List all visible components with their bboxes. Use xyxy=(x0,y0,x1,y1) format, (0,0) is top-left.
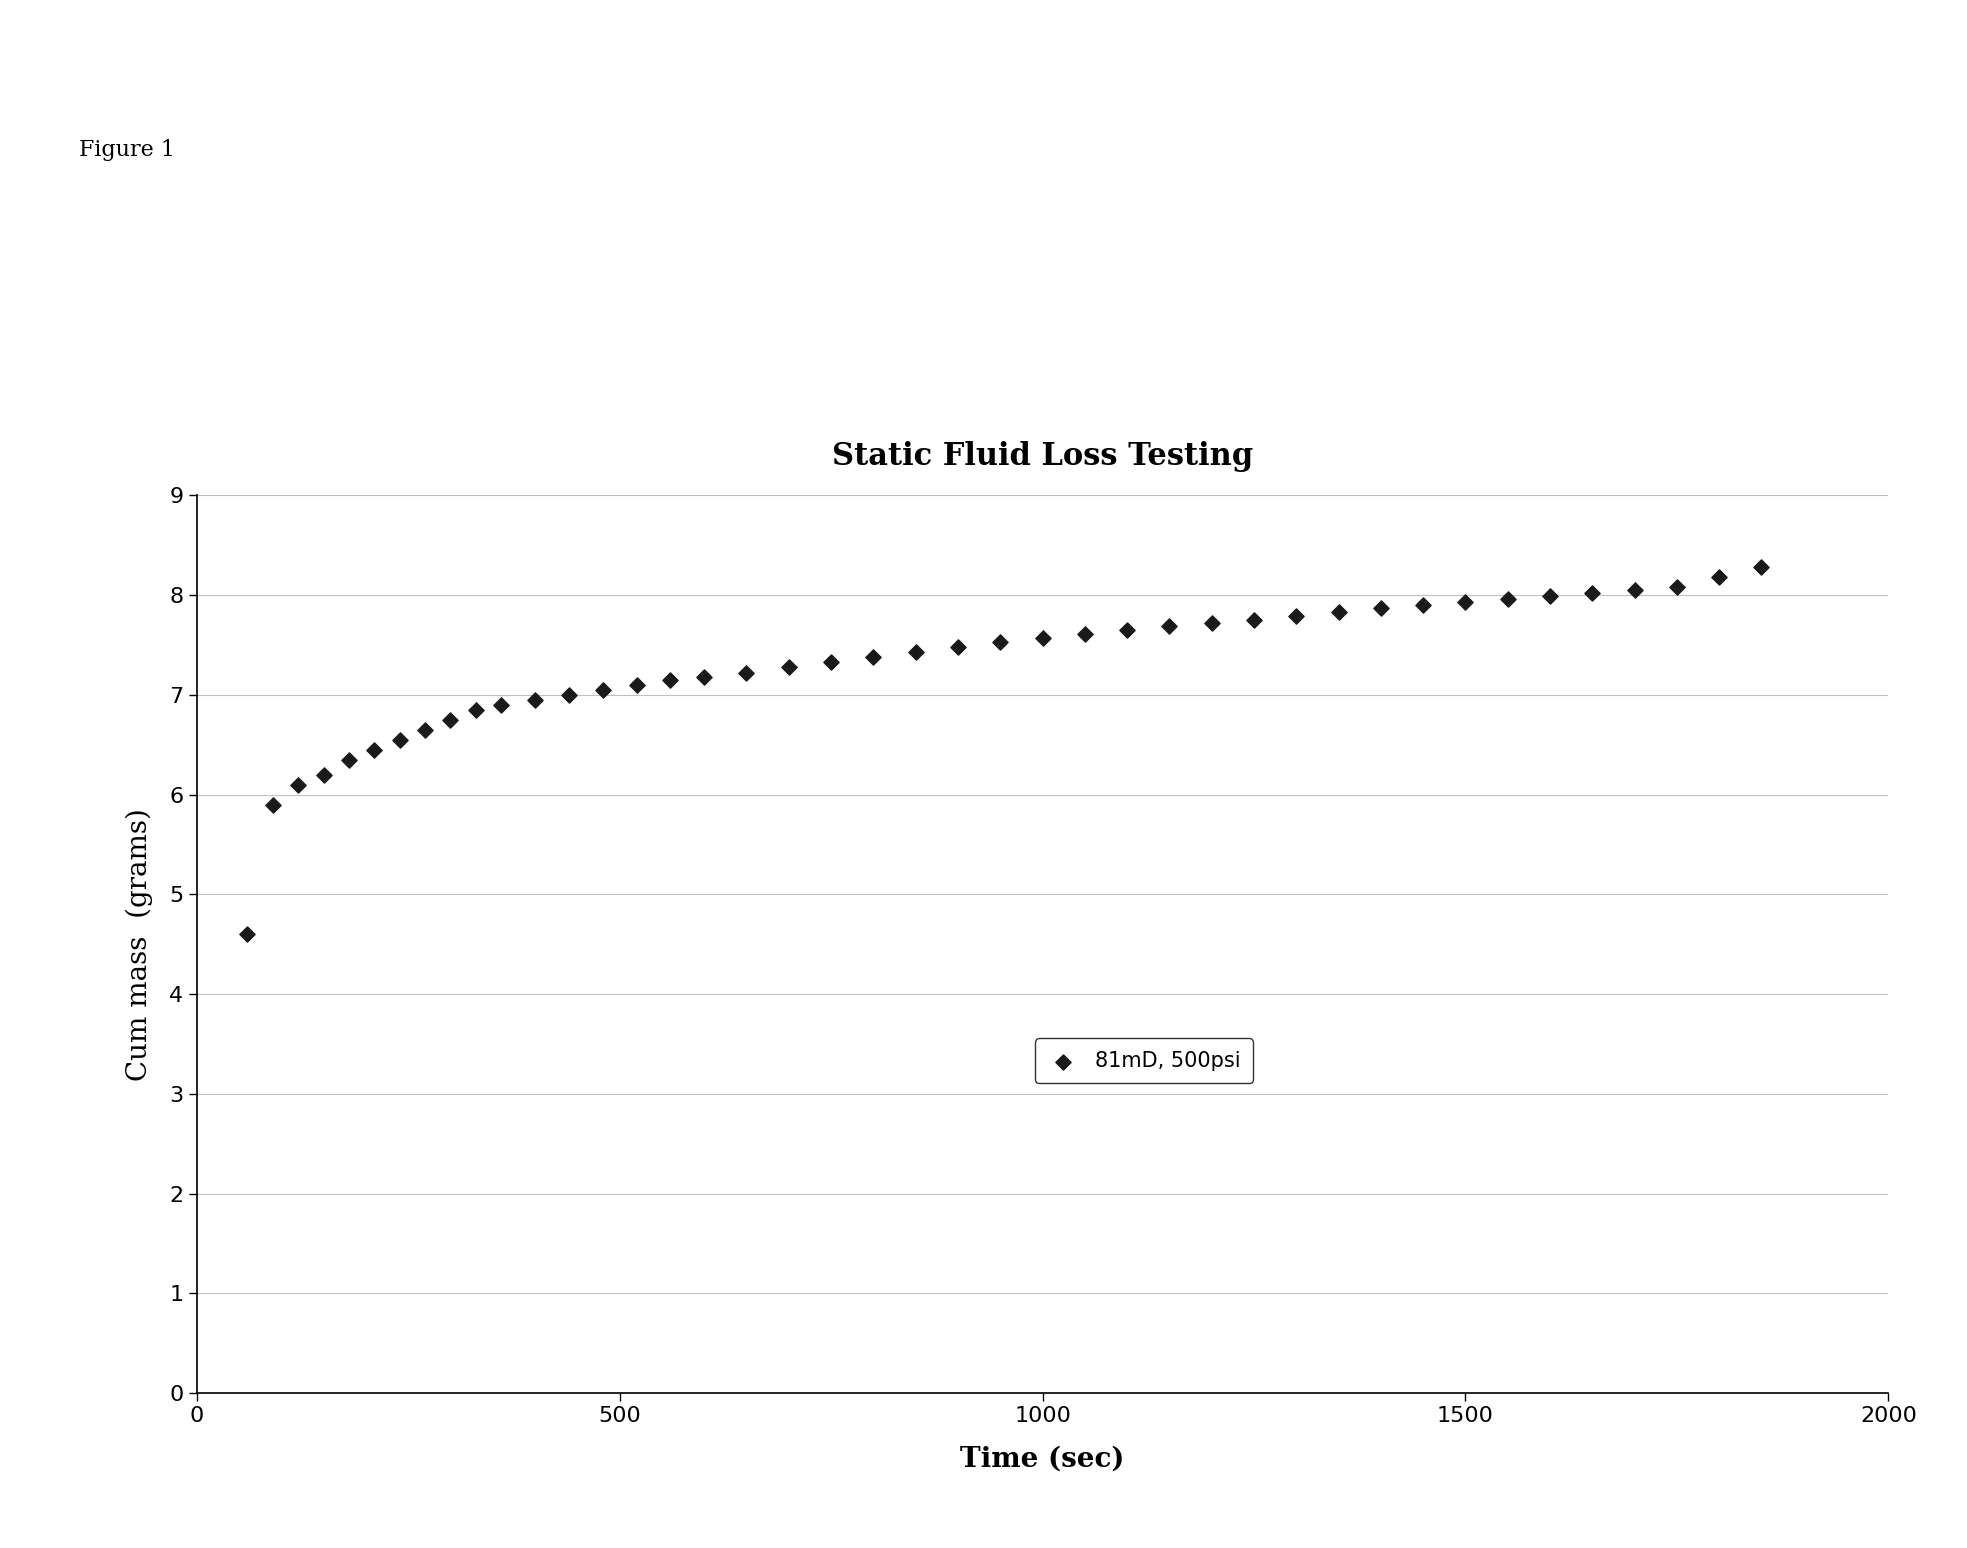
81mD, 500psi xyxy=(258,793,289,817)
81mD, 500psi xyxy=(358,737,389,762)
Y-axis label: Cum mass  (grams): Cum mass (grams) xyxy=(126,808,153,1081)
81mD, 500psi xyxy=(1534,584,1566,608)
81mD, 500psi xyxy=(773,655,805,680)
81mD, 500psi xyxy=(655,667,686,692)
81mD, 500psi xyxy=(435,707,466,732)
X-axis label: Time (sec): Time (sec) xyxy=(960,1446,1125,1472)
81mD, 500psi xyxy=(984,630,1015,655)
81mD, 500psi xyxy=(814,650,846,675)
81mD, 500psi xyxy=(1281,604,1312,628)
81mD, 500psi xyxy=(1239,608,1271,633)
81mD, 500psi xyxy=(1322,599,1353,624)
81mD, 500psi xyxy=(1747,554,1778,579)
81mD, 500psi xyxy=(1450,590,1481,615)
81mD, 500psi xyxy=(460,698,492,723)
81mD, 500psi xyxy=(486,692,517,717)
81mD, 500psi xyxy=(622,672,653,697)
81mD, 500psi xyxy=(307,762,340,786)
81mD, 500psi xyxy=(409,717,441,741)
81mD, 500psi xyxy=(1406,593,1438,618)
81mD, 500psi xyxy=(586,678,618,703)
81mD, 500psi xyxy=(899,639,932,664)
81mD, 500psi xyxy=(553,683,584,707)
81mD, 500psi xyxy=(1027,625,1058,650)
Legend: 81mD, 500psi: 81mD, 500psi xyxy=(1035,1039,1253,1084)
81mD, 500psi xyxy=(1153,613,1184,638)
Title: Static Fluid Loss Testing: Static Fluid Loss Testing xyxy=(832,441,1253,472)
81mD, 500psi xyxy=(1660,574,1692,599)
81mD, 500psi xyxy=(332,748,364,772)
81mD, 500psi xyxy=(384,728,415,752)
81mD, 500psi xyxy=(942,635,974,659)
81mD, 500psi xyxy=(730,661,761,686)
81mD, 500psi xyxy=(858,644,889,669)
81mD, 500psi xyxy=(1576,580,1607,605)
81mD, 500psi xyxy=(1365,596,1397,621)
81mD, 500psi xyxy=(1491,587,1522,611)
81mD, 500psi xyxy=(232,923,264,947)
Text: Figure 1: Figure 1 xyxy=(79,139,175,161)
81mD, 500psi xyxy=(283,772,315,797)
81mD, 500psi xyxy=(1068,622,1100,647)
81mD, 500psi xyxy=(1111,618,1143,642)
81mD, 500psi xyxy=(1196,610,1227,635)
81mD, 500psi xyxy=(1619,577,1650,602)
81mD, 500psi xyxy=(1703,565,1735,590)
81mD, 500psi xyxy=(688,664,720,689)
81mD, 500psi xyxy=(519,687,551,712)
